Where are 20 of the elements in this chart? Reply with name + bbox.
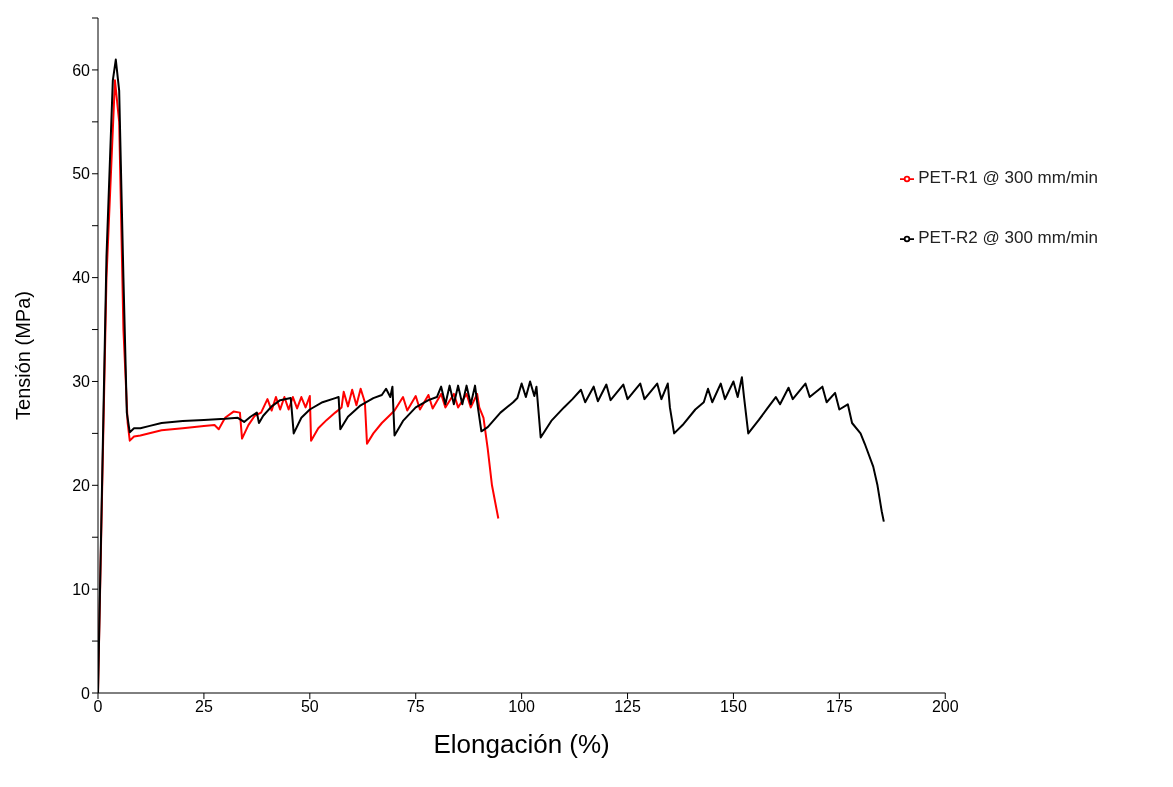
y-axis-title: Tensión (MPa)	[12, 291, 35, 420]
x-tick-label: 200	[931, 698, 959, 716]
y-tick-label: 0	[81, 684, 91, 702]
legend-label: PET-R2 @ 300 mm/min	[918, 228, 1098, 247]
y-tick-label: 20	[72, 476, 91, 494]
x-tick-label: 50	[300, 698, 319, 716]
y-tick-label: 50	[72, 165, 91, 183]
x-tick-label: 150	[720, 698, 747, 716]
y-tick-label: 60	[72, 61, 91, 79]
x-tick-label: 75	[406, 698, 425, 716]
x-tick-label: 25	[195, 698, 213, 716]
x-axis-title: Elongación (%)	[433, 729, 610, 759]
x-tick-label: 125	[614, 698, 641, 716]
y-tick-label: 30	[72, 373, 91, 391]
y-tick-label: 10	[72, 580, 91, 598]
x-tick-label: 0	[93, 698, 103, 716]
x-tick-label: 175	[825, 698, 853, 716]
legend-label: PET-R1 @ 300 mm/min	[918, 168, 1098, 187]
x-tick-label: 100	[508, 698, 536, 716]
y-tick-label: 40	[72, 269, 91, 287]
